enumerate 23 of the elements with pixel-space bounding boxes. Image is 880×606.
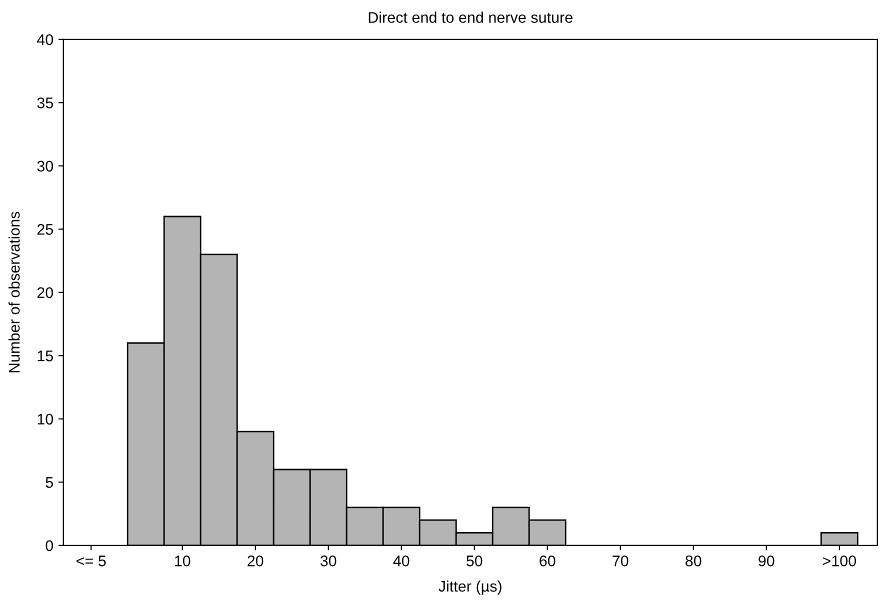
x-tick-label: 10	[175, 556, 190, 566]
x-tick-label: 90	[758, 556, 774, 566]
y-tick-label: 15	[38, 350, 53, 362]
y-axis-title: Number of observations	[8, 212, 20, 372]
x-tick-label: <= 5	[76, 556, 106, 566]
y-tick-label: 35	[37, 98, 53, 108]
y-tick-label: 25	[37, 224, 53, 235]
x-tick-label: 60	[540, 556, 556, 566]
x-tick-label: 80	[686, 556, 702, 566]
chart-title: Direct end to end nerve suture	[368, 12, 572, 23]
x-tick-label: 50	[466, 556, 482, 566]
x-tick-label: 20	[248, 556, 264, 566]
x-tick-label: >100	[822, 556, 856, 566]
y-tick-label: 40	[36, 34, 54, 46]
y-tick-label: 10	[38, 414, 54, 425]
x-tick-label: 40	[393, 556, 410, 566]
y-tick-label: 0	[46, 540, 54, 552]
y-tick-label: 5	[46, 477, 53, 488]
x-axis-title: Jitter (µs)	[438, 580, 502, 595]
y-tick-label: 30	[37, 160, 54, 172]
x-tick-label: 30	[320, 556, 336, 566]
y-tick-label: 20	[37, 287, 54, 298]
x-tick-label: 70	[612, 556, 628, 566]
